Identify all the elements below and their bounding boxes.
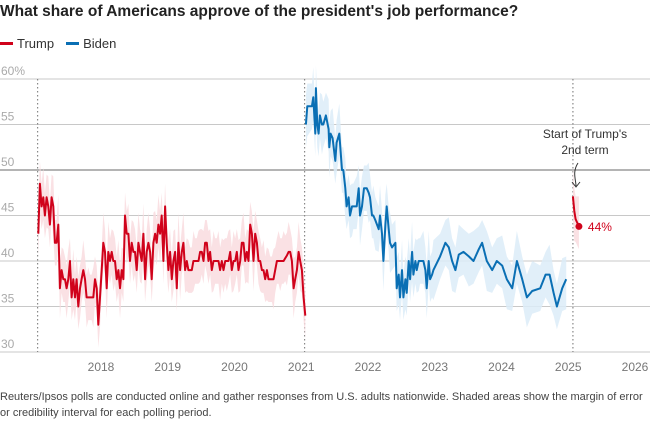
annotation-line2: 2nd term: [561, 143, 608, 157]
annotation-line1: Start of Trump's: [543, 127, 627, 141]
legend-swatch-biden: [66, 42, 80, 45]
y-tick-label: 50: [1, 155, 15, 169]
series-band-0: [38, 160, 306, 348]
x-tick-label: 2025: [555, 360, 582, 374]
x-tick-label: 2019: [154, 360, 181, 374]
legend-label-biden: Biden: [83, 36, 117, 51]
series-line-trump: [37, 182, 307, 326]
x-tick-label: 2024: [488, 360, 515, 374]
x-tick-label: 2018: [88, 360, 115, 374]
legend-swatch-trump: [0, 42, 13, 45]
x-tick-label: 2021: [288, 360, 315, 374]
annotation-arrow: [571, 162, 581, 188]
legend-item-trump: Trump: [0, 36, 54, 51]
legend: Trump Biden: [0, 36, 116, 51]
end-point-marker: [575, 222, 583, 230]
legend-item-biden: Biden: [66, 36, 116, 51]
x-tick-label: 2026: [622, 360, 649, 374]
chart-caption: Reuters/Ipsos polls are conducted online…: [0, 391, 643, 419]
y-tick-label: 40: [1, 246, 15, 260]
y-tick-label: 55: [1, 110, 15, 124]
chart-title: What share of Americans approve of the p…: [0, 3, 519, 20]
x-tick-label: 2023: [421, 360, 448, 374]
end-value-label: 44%: [588, 220, 612, 234]
y-tick-label: 30: [1, 337, 15, 351]
legend-label-trump: Trump: [17, 36, 55, 51]
y-tick-label: 60%: [1, 64, 25, 78]
series-line-trump-2nd-term-: [571, 196, 580, 227]
x-tick-label: 2022: [355, 360, 382, 374]
y-tick-label: 35: [1, 292, 15, 306]
series-line-biden: [304, 87, 568, 308]
series-band-1: [305, 65, 567, 330]
x-tick-label: 2020: [221, 360, 248, 374]
y-tick-label: 45: [1, 201, 15, 215]
